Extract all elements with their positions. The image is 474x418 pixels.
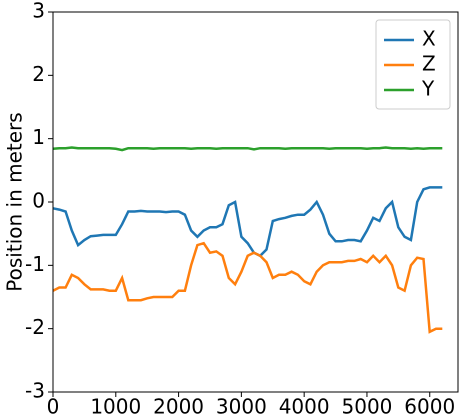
- plot-frame: [52, 11, 459, 393]
- x-tick-label: 4000: [279, 395, 330, 418]
- y-axis-label: Position in meters: [3, 112, 27, 291]
- legend-label: X: [422, 27, 436, 51]
- y-tick-label: 3: [32, 0, 45, 23]
- legend-label: Z: [422, 52, 436, 76]
- y-tick-label: -3: [25, 379, 45, 403]
- y-tick-label: -2: [25, 315, 45, 339]
- y-tick-label: 2: [32, 62, 45, 86]
- x-tick-label: 2000: [153, 395, 204, 418]
- y-tick-label: 1: [32, 125, 45, 149]
- x-tick-label: 1000: [90, 395, 141, 418]
- x-tick-label: 6000: [404, 395, 455, 418]
- x-tick-label: 0: [47, 395, 60, 418]
- x-tick-label: 3000: [216, 395, 267, 418]
- line-series: [52, 241, 443, 334]
- line-series: [52, 186, 443, 258]
- y-tick-label: 0: [32, 189, 45, 213]
- legend-label: Y: [421, 77, 435, 101]
- x-tick-label: 5000: [342, 395, 393, 418]
- y-tick-label: -1: [25, 252, 45, 276]
- line-series: [52, 146, 443, 152]
